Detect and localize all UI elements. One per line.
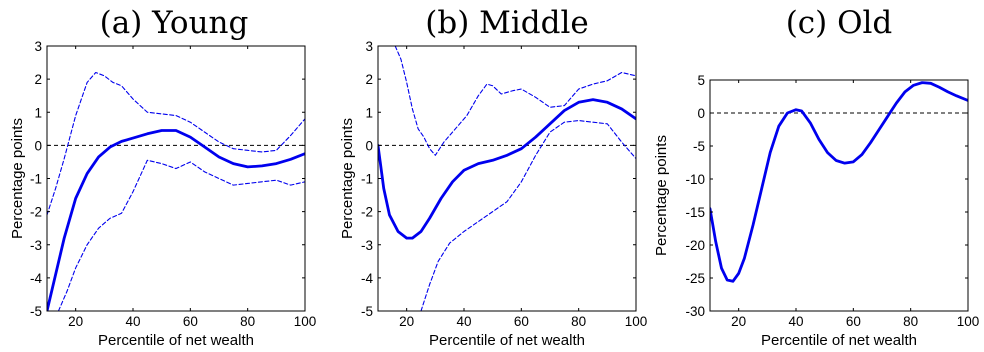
panel-1-y-axis-label: Percentage points [9, 118, 26, 239]
panel-1-x-axis-label: Percentile of net wealth [98, 332, 254, 349]
panel-1-y-tick-label: -4 [30, 271, 42, 286]
panel-1-y-tick-label: 1 [34, 105, 42, 120]
panel-1-chart: (a) Young 20 40 60 80 100 3 2 1 0 -1 -2 -3 -4 -5 Percen… [9, 5, 316, 349]
panel-3-title: (c) Old [786, 5, 893, 41]
panel-1-series-estimate [47, 129, 305, 311]
panel-2-y-tick-label: 2 [365, 72, 373, 87]
panel-2-title: (b) Middle [425, 5, 589, 41]
panel-2-y-tick-label: -1 [361, 172, 373, 187]
panel-3-y-tick-label: -30 [685, 304, 705, 319]
panel-3-x-tick-label: 80 [903, 314, 918, 329]
panel-2-chart: (b) Middle 20 40 60 80 100 3 2 1 0 -1 -2 -3 -4 -5 Perce… [339, 5, 647, 349]
panel-1-x-tick-label: 40 [125, 314, 140, 329]
panel-3-y-axis-label: Percentage points [653, 135, 670, 256]
panel-1-y-tick-label: 2 [34, 72, 42, 87]
panel-2-y-axis-label: Percentage points [339, 118, 356, 239]
panel-2-x-axis-label: Percentile of net wealth [429, 332, 585, 349]
panel-1-series-dashed-band-1 [47, 71, 305, 216]
panel-3-y-tick-label: 0 [697, 106, 705, 121]
panel-1-y-tick-label: -5 [30, 304, 42, 319]
panel-3-x-tick-label: 20 [731, 314, 746, 329]
panel-3-y-tick-label: -20 [685, 238, 705, 253]
panel-2-y-tick-label: 0 [365, 138, 373, 153]
panel-1-title: (a) Young [100, 5, 249, 41]
panel-3-series-estimate [710, 81, 968, 283]
panel-2-x-tick-label: 40 [456, 314, 471, 329]
panel-1-x-tick-label: 80 [240, 314, 255, 329]
panel-2-series-dashed-band-1 [394, 46, 636, 156]
panel-3-chart: (c) Old 20 40 60 80 100 5 0 -5 -10 -15 -20 -25 -30 Per… [653, 5, 979, 349]
panel-3-y-tick-label: 5 [697, 73, 705, 88]
panel-2-y-tick-label: 1 [365, 105, 373, 120]
panel-1-x-tick-label: 60 [183, 314, 198, 329]
panel-2-y-tick-label: -4 [361, 271, 373, 286]
panel-3-x-axis-label: Percentile of net wealth [761, 332, 917, 349]
panel-3-y-tick-label: -5 [693, 139, 705, 154]
panel-3-x-tick-label: 40 [788, 314, 803, 329]
panel-1-y-tick-label: 0 [34, 138, 42, 153]
panel-2-x-tick-label: 100 [625, 314, 648, 329]
panel-2-series-estimate [378, 98, 636, 240]
panel-2-axes-box [377, 45, 637, 312]
panel-2-y-tick-label: -5 [361, 304, 373, 319]
panel-1-y-tick-label: -3 [30, 238, 42, 253]
panel-3-y-tick-label: -15 [685, 205, 705, 220]
panel-1-y-tick-label: -2 [30, 205, 42, 220]
panel-3-y-tick-label: -10 [685, 172, 705, 187]
panel-2-x-tick-label: 20 [399, 314, 414, 329]
panel-2-x-tick-label: 60 [514, 314, 529, 329]
panel-1-series-dashed-band-2 [57, 159, 305, 311]
panel-3-x-tick-label: 100 [957, 314, 980, 329]
panel-3-x-tick-label: 60 [846, 314, 861, 329]
panel-2-y-tick-label: -3 [361, 238, 373, 253]
panel-1-x-tick-label: 20 [68, 314, 83, 329]
panel-1-x-tick-label: 100 [294, 314, 317, 329]
panel-2-y-tick-label: 3 [365, 39, 373, 54]
panel-1-y-tick-label: 3 [34, 39, 42, 54]
panel-2-y-tick-label: -2 [361, 205, 373, 220]
panel-3-y-tick-label: -25 [685, 271, 705, 286]
panel-2-x-tick-label: 80 [571, 314, 586, 329]
panel-2-series-dashed-band-2 [420, 119, 636, 311]
panel-1-y-tick-label: -1 [30, 172, 42, 187]
panel-3-axes-box [709, 79, 969, 312]
